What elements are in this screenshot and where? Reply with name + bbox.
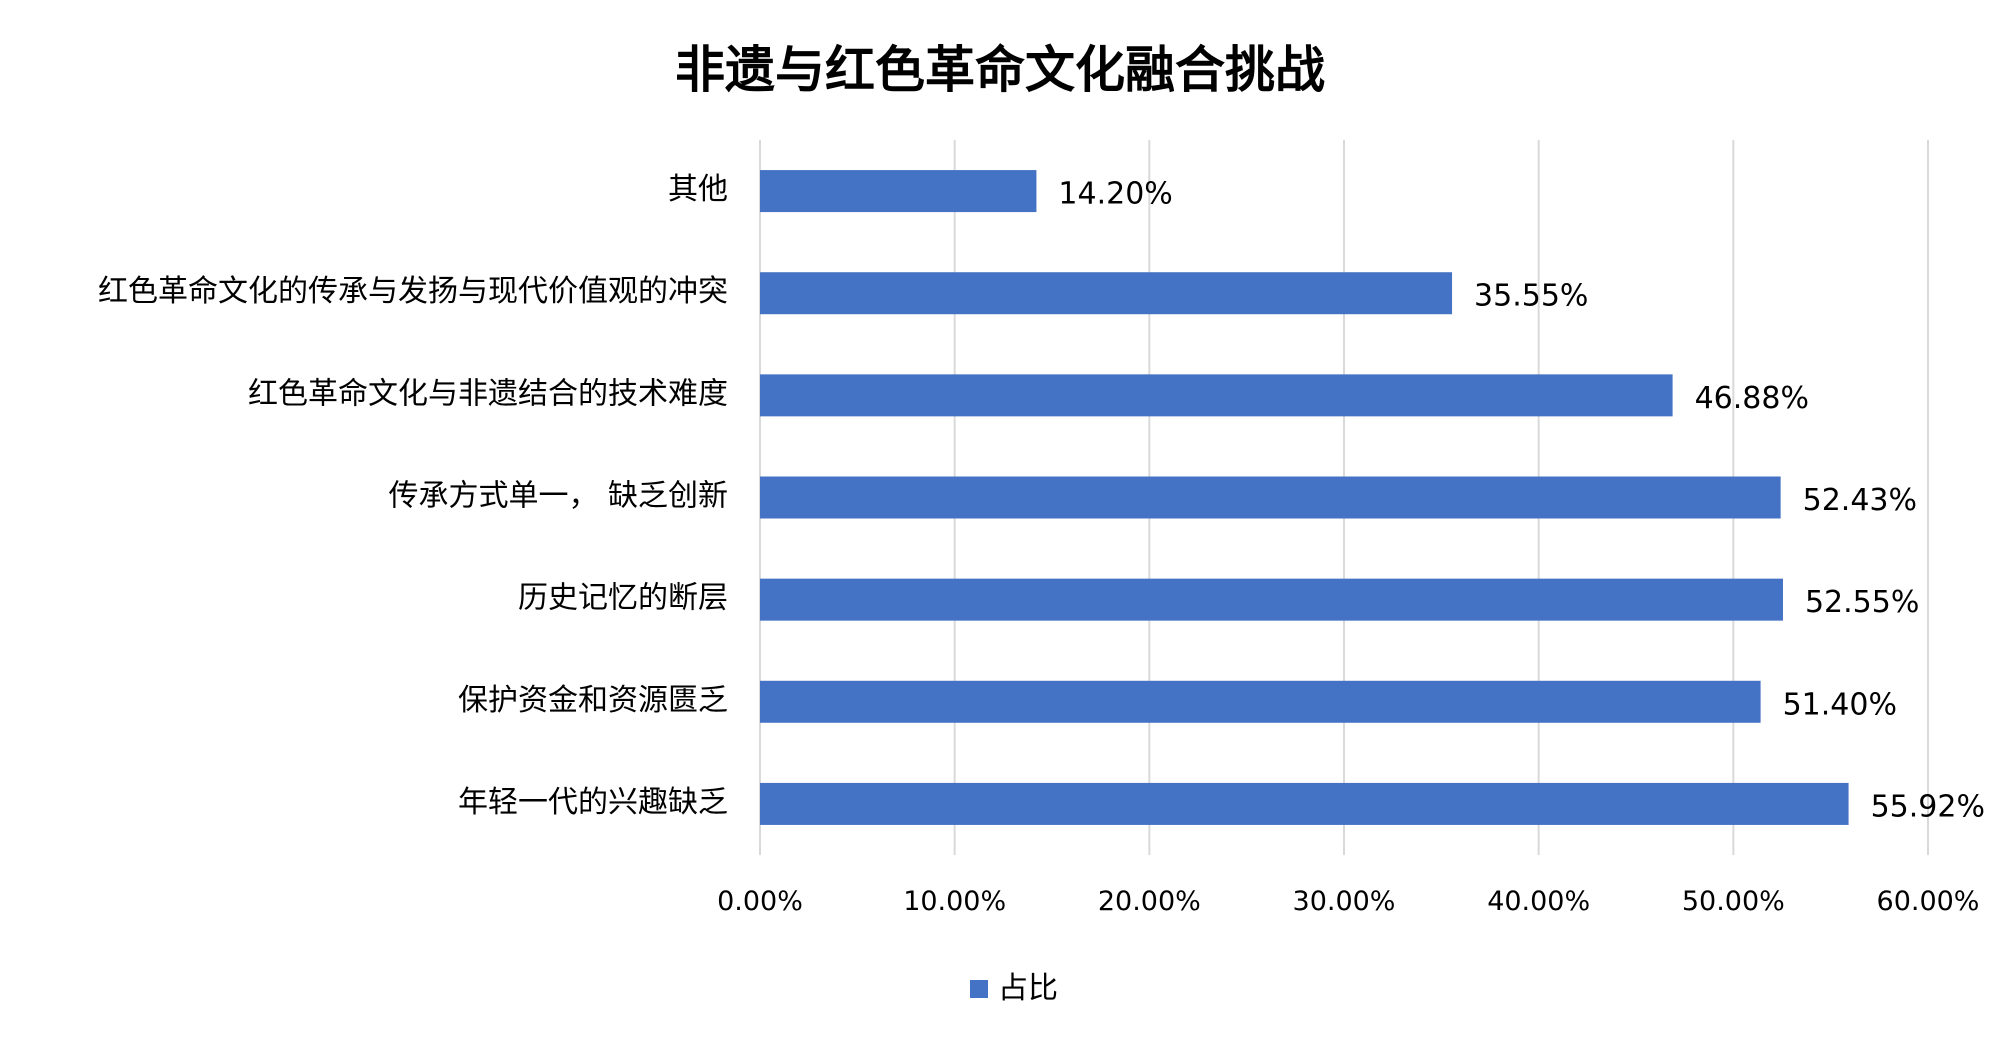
category-label: 其他	[668, 172, 728, 207]
category-label: 红色革命文化与非遗结合的技术难度	[248, 376, 728, 411]
data-label: 55.92%	[1871, 789, 1985, 824]
bar	[760, 680, 1761, 723]
legend-label: 占比	[998, 971, 1058, 1006]
data-label: 35.55%	[1474, 279, 1588, 314]
x-tick-label: 20.00%	[1098, 886, 1201, 917]
legend-swatch	[970, 980, 988, 998]
x-tick-label: 60.00%	[1877, 886, 1980, 917]
bar	[760, 374, 1673, 417]
chart-title: 非遗与红色革命文化融合挑战	[675, 40, 1325, 99]
category-label: 年轻一代的兴趣缺乏	[458, 785, 728, 820]
data-label: 52.43%	[1803, 483, 1917, 518]
category-label: 红色革命文化的传承与发扬与现代价值观的冲突	[98, 274, 728, 309]
bars	[760, 170, 1849, 825]
labels: 0.00% 10.00% 20.00% 30.00% 40.00% 50.00% 60.00…	[98, 172, 1985, 917]
data-label: 51.40%	[1783, 687, 1897, 722]
x-tick-label: 50.00%	[1682, 886, 1785, 917]
bar	[760, 578, 1783, 621]
legend: 占比	[970, 971, 1058, 1006]
category-label: 保护资金和资源匮乏	[458, 683, 728, 718]
x-tick-label: 0.00%	[717, 886, 803, 917]
category-label: 传承方式单一， 缺乏创新	[388, 479, 728, 514]
data-label: 46.88%	[1695, 381, 1809, 416]
bar	[760, 170, 1037, 213]
bar	[760, 272, 1453, 315]
category-label: 历史记忆的断层	[518, 581, 728, 616]
bar	[760, 782, 1849, 825]
x-tick-label: 10.00%	[903, 886, 1006, 917]
data-label: 14.20%	[1058, 177, 1172, 212]
bar	[760, 476, 1781, 519]
x-tick-label: 40.00%	[1487, 886, 1590, 917]
data-label: 52.55%	[1805, 585, 1919, 620]
x-tick-label: 30.00%	[1293, 886, 1396, 917]
